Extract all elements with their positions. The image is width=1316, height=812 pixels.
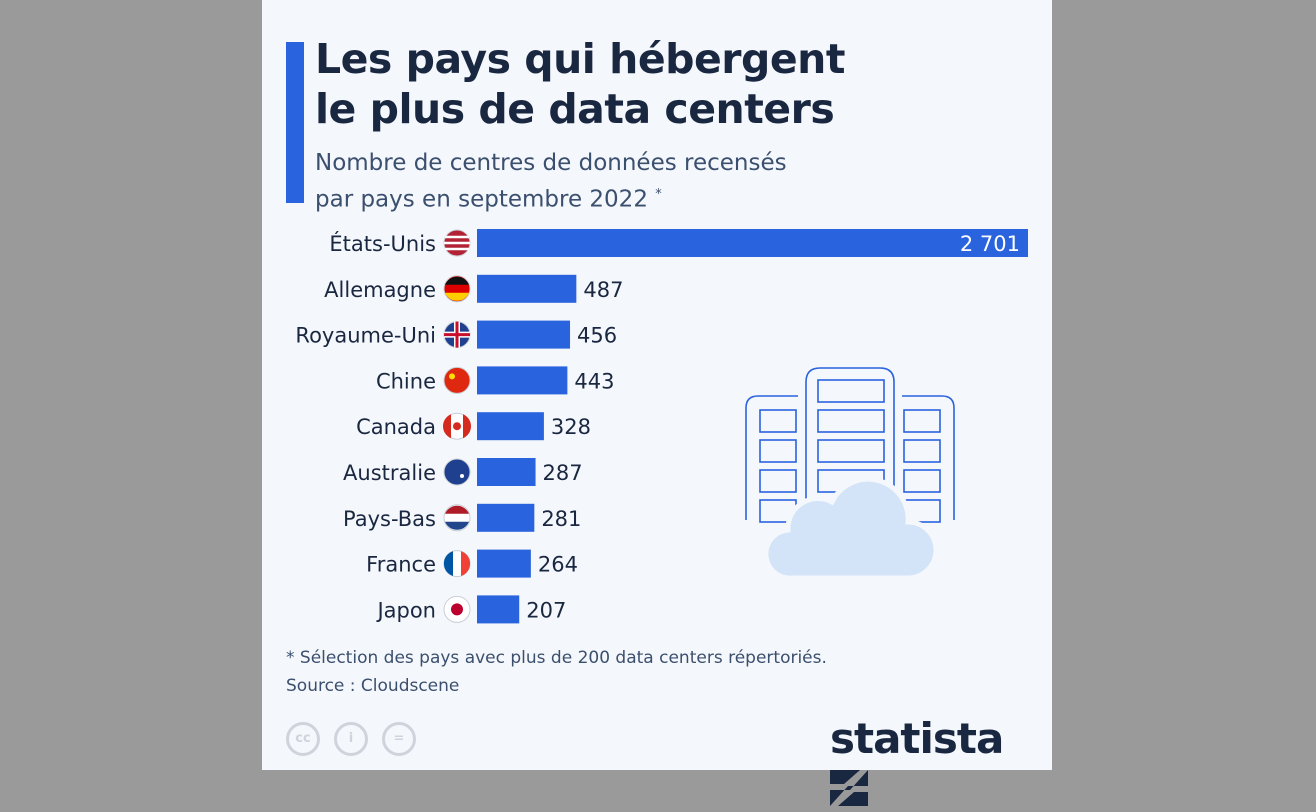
category-label: Australie (343, 461, 436, 485)
value-label: 2 701 (960, 232, 1020, 256)
bar (477, 229, 1028, 257)
statista-mark-icon (830, 770, 868, 806)
server-cloud-illustration (745, 367, 955, 581)
value-label: 328 (551, 415, 591, 439)
bar (477, 274, 577, 303)
bar (477, 412, 544, 441)
category-label: Canada (356, 415, 436, 439)
category-label: Japon (375, 598, 436, 622)
no-derivatives-icon[interactable]: = (382, 722, 416, 756)
chart-title: Les pays qui hébergent le plus de data c… (315, 35, 845, 133)
subtitle-asterisk: * (655, 187, 662, 202)
flag-au-icon (443, 458, 471, 486)
bar (477, 458, 536, 486)
value-label: 281 (541, 507, 581, 531)
category-label: États-Unis (329, 231, 436, 256)
value-label: 264 (538, 553, 578, 577)
bar (477, 549, 531, 578)
infographic-card: Les pays qui hébergent le plus de data c… (262, 0, 1052, 806)
footnote: * Sélection des pays avec plus de 200 da… (286, 648, 827, 668)
brand-text: statista (830, 714, 1004, 763)
source: Source : Cloudscene (286, 676, 460, 696)
attribution-icon[interactable]: i (334, 722, 368, 756)
flag-ca-icon (443, 412, 472, 440)
accent-bar (286, 42, 304, 203)
bar (477, 320, 571, 349)
bar (477, 595, 520, 624)
flag-us-icon (443, 229, 471, 257)
flag-nl-icon (443, 504, 471, 532)
category-label: Chine (376, 369, 436, 393)
category-label: France (366, 553, 436, 577)
category-label: Royaume-Uni (295, 324, 436, 348)
bar-chart: États-Unis 2 701 Allemagne 487 Royaume-Uni 45… (295, 229, 1028, 624)
flag-fr-icon (443, 550, 471, 578)
flag-de-icon (443, 275, 471, 303)
chart-subtitle: Nombre de centres de données recensés pa… (315, 147, 787, 216)
flag-cn-icon (443, 366, 471, 394)
subtitle-text: Nombre de centres de données recensés pa… (315, 150, 787, 213)
category-label: Pays-Bas (343, 507, 436, 531)
statista-logo: statista (830, 714, 1052, 812)
value-label: 487 (583, 278, 623, 302)
value-label: 207 (526, 598, 566, 622)
bar (477, 366, 568, 395)
value-label: 443 (574, 369, 614, 393)
cc-license-icon[interactable]: cc (286, 722, 320, 756)
bar (477, 503, 535, 532)
value-label: 456 (577, 324, 617, 348)
flag-jp-icon (443, 595, 471, 623)
value-label: 287 (543, 461, 583, 485)
category-label: Allemagne (324, 278, 436, 302)
flag-gb-icon (443, 321, 471, 349)
